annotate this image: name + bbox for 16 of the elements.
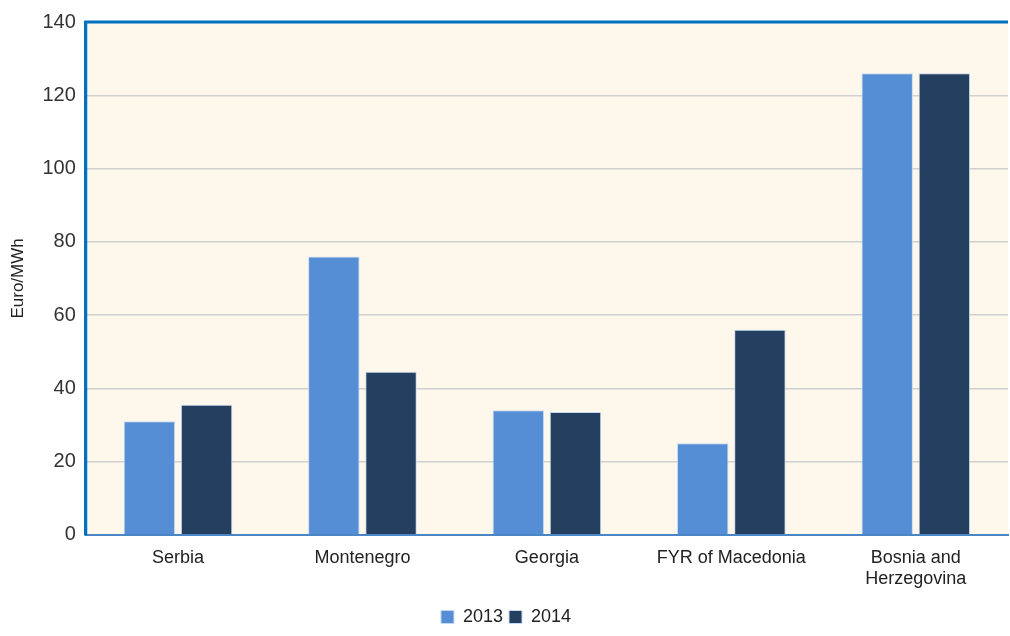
y-axis-title: Euro/MWh: [7, 238, 27, 319]
legend-label: 2013: [462, 605, 503, 626]
x-tick-label: Montenegro: [314, 546, 411, 567]
y-tick-label: 140: [42, 9, 76, 32]
x-tick-label: Serbia: [151, 546, 205, 567]
legend-label: 2014: [531, 605, 572, 626]
y-tick-label: 0: [64, 522, 76, 545]
x-tick-label: FYR of Macedonia: [656, 546, 807, 567]
y-tick-label: 120: [42, 82, 76, 105]
y-tick-label: 80: [53, 229, 76, 252]
y-tick-label: 20: [53, 449, 76, 472]
y-tick-label: 40: [53, 375, 76, 398]
y-tick-label: 100: [42, 156, 76, 179]
y-tick-label: 60: [53, 302, 76, 325]
x-tick-label: Georgia: [514, 546, 580, 567]
x-tick-label: Bosnia and Herzegovina: [865, 546, 968, 589]
